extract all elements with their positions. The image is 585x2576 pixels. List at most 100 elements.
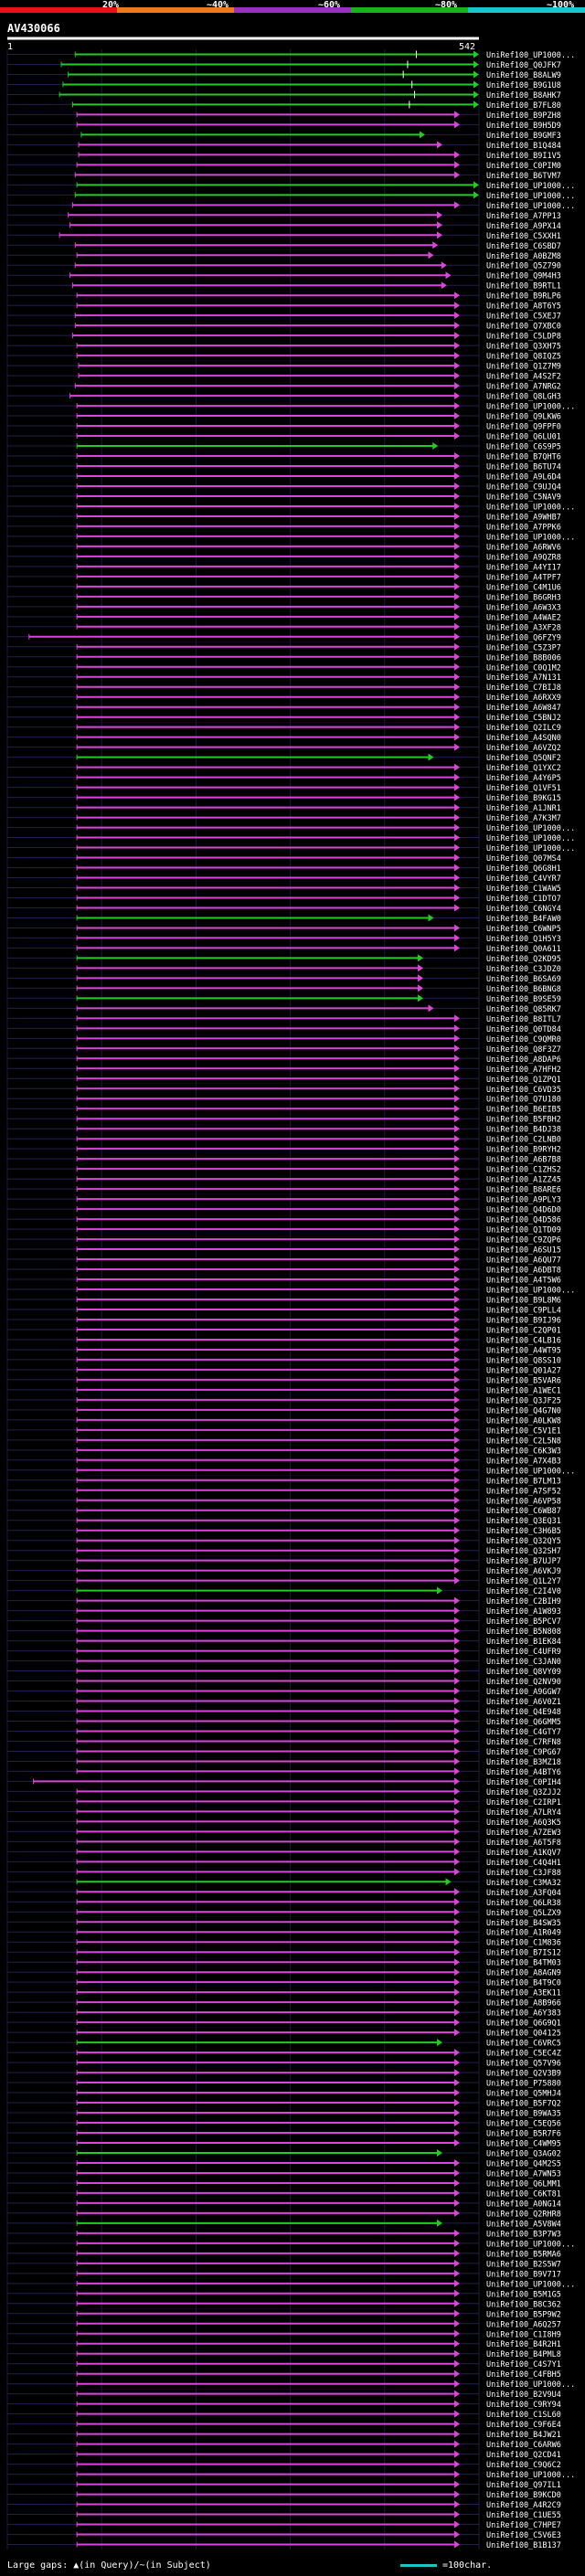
- hit-id-label[interactable]: UniRef100_A6SU15: [486, 1246, 561, 1256]
- hit-row[interactable]: UniRef100_A7PPK6: [7, 522, 561, 533]
- hit-id-label[interactable]: UniRef100_Q5Z790: [486, 262, 561, 271]
- hit-id-label[interactable]: UniRef100_C1M836: [486, 1939, 561, 1948]
- hit-row[interactable]: UniRef100_Q6GMM5: [7, 1717, 561, 1727]
- hit-row[interactable]: UniRef100_B3P7W3: [7, 2229, 561, 2240]
- hit-row[interactable]: UniRef100_Q97IL1: [7, 2480, 561, 2491]
- hit-id-label[interactable]: UniRef100_C7HPE7: [486, 2521, 561, 2530]
- hit-id-label[interactable]: UniRef100_Q1TD09: [486, 1226, 561, 1235]
- hit-id-label[interactable]: UniRef100_B9PZH8: [486, 111, 561, 121]
- hit-row[interactable]: UniRef100_A9L6D4: [7, 472, 561, 482]
- hit-row[interactable]: UniRef100_C4FBH5: [7, 2369, 561, 2380]
- hit-id-label[interactable]: UniRef100_C5BNJ2: [486, 714, 561, 723]
- hit-row[interactable]: UniRef100_UP1000...: [7, 1286, 575, 1296]
- hit-id-label[interactable]: UniRef100_B7LM13: [486, 1477, 561, 1486]
- hit-row[interactable]: UniRef100_UP1000...: [7, 532, 575, 543]
- hit-row[interactable]: UniRef100_C3JF88: [7, 1868, 561, 1878]
- hit-id-label[interactable]: UniRef100_C6VRC5: [486, 2040, 561, 2049]
- hit-id-label[interactable]: UniRef100_A1JNR1: [486, 804, 561, 813]
- hit-row[interactable]: UniRef100_C5EQ56: [7, 2119, 561, 2129]
- hit-row[interactable]: UniRef100_Q0TD84: [7, 1024, 561, 1034]
- hit-row[interactable]: UniRef100_A6W3X3: [7, 602, 561, 613]
- hit-row[interactable]: UniRef100_C2QP01: [7, 1325, 561, 1336]
- hit-row[interactable]: UniRef100_B4PML8: [7, 2349, 561, 2360]
- hit-row[interactable]: UniRef100_Q6LU01: [7, 432, 561, 442]
- hit-row[interactable]: UniRef100_B7QHT6: [7, 452, 561, 462]
- hit-row[interactable]: UniRef100_A6V0Z1: [7, 1697, 561, 1708]
- hit-id-label[interactable]: UniRef100_Q3EQ31: [486, 1517, 561, 1526]
- hit-row[interactable]: UniRef100_C0Q1M2: [7, 663, 561, 673]
- hit-id-label[interactable]: UniRef100_B5PCV7: [486, 1617, 561, 1627]
- hit-row[interactable]: UniRef100_C1SL60: [7, 2410, 561, 2421]
- hit-id-label[interactable]: UniRef100_Q0TD84: [486, 1025, 561, 1034]
- hit-id-label[interactable]: UniRef100_Q6G8H1: [486, 864, 561, 874]
- hit-row[interactable]: UniRef100_C1DTO7: [7, 894, 561, 904]
- hit-row[interactable]: UniRef100_B1Q484: [7, 141, 561, 151]
- hit-id-label[interactable]: UniRef100_B5M1G5: [486, 2290, 561, 2299]
- hit-id-label[interactable]: UniRef100_B9WA35: [486, 2110, 561, 2119]
- hit-row[interactable]: UniRef100_B9H5D9: [7, 121, 561, 131]
- hit-id-label[interactable]: UniRef100_Q2RHR8: [486, 2210, 561, 2219]
- hit-id-label[interactable]: UniRef100_Q4D586: [486, 1216, 561, 1225]
- hit-id-label[interactable]: UniRef100_C9F6E4: [486, 2421, 561, 2430]
- hit-id-label[interactable]: UniRef100_C2LNB0: [486, 1136, 561, 1145]
- hit-id-label[interactable]: UniRef100_B4PML8: [486, 2350, 561, 2359]
- hit-id-label[interactable]: UniRef100_A4BTY6: [486, 1768, 561, 1777]
- hit-id-label[interactable]: UniRef100_Q7U180: [486, 1096, 561, 1105]
- hit-row[interactable]: UniRef100_UP1000...: [7, 2279, 575, 2290]
- hit-row[interactable]: UniRef100_A0NG14: [7, 2199, 561, 2210]
- hit-id-label[interactable]: UniRef100_C7RFN8: [486, 1738, 561, 1747]
- hit-row[interactable]: UniRef100_B2V9U4: [7, 2390, 561, 2401]
- hit-row[interactable]: UniRef100_Q4M2S5: [7, 2158, 561, 2169]
- hit-row[interactable]: UniRef100_Q1TD09: [7, 1225, 561, 1235]
- hit-row[interactable]: UniRef100_C5EC4Z: [7, 2049, 561, 2059]
- hit-id-label[interactable]: UniRef100_A8B966: [486, 1999, 561, 2009]
- hit-id-label[interactable]: UniRef100_B9G1U8: [486, 81, 561, 90]
- hit-row[interactable]: UniRef100_A1ZZ45: [7, 1175, 561, 1185]
- hit-id-label[interactable]: UniRef100_C6KT81: [486, 2189, 561, 2199]
- hit-id-label[interactable]: UniRef100_UP1000...: [486, 533, 575, 542]
- hit-row[interactable]: UniRef100_B5M1G5: [7, 2289, 561, 2300]
- hit-row[interactable]: UniRef100_Q2V3B9: [7, 2069, 561, 2079]
- hit-row[interactable]: UniRef100_B4TM03: [7, 1958, 561, 1968]
- hit-row[interactable]: UniRef100_C5V6E3: [7, 2530, 561, 2541]
- hit-row[interactable]: UniRef100_B9V717: [7, 2269, 561, 2280]
- hit-row[interactable]: UniRef100_A6VKJ9: [7, 1566, 561, 1577]
- hit-row[interactable]: UniRef100_C9ZQP6: [7, 1235, 561, 1246]
- hit-row[interactable]: UniRef100_A6Q3K5: [7, 1818, 561, 1828]
- hit-id-label[interactable]: UniRef100_UP1000...: [486, 1467, 575, 1476]
- hit-id-label[interactable]: UniRef100_C5NAV9: [486, 493, 561, 502]
- hit-row[interactable]: UniRef100_Q0A611: [7, 944, 561, 954]
- hit-id-label[interactable]: UniRef100_C9PG67: [486, 1748, 561, 1757]
- hit-row[interactable]: UniRef100_A1WEC1: [7, 1385, 561, 1396]
- hit-id-label[interactable]: UniRef100_B5R7F6: [486, 2130, 561, 2139]
- hit-row[interactable]: UniRef100_B6EIB5: [7, 1105, 561, 1115]
- hit-row[interactable]: UniRef100_B9IJ96: [7, 1315, 561, 1326]
- hit-id-label[interactable]: UniRef100_Q8SS10: [486, 1356, 561, 1365]
- hit-id-label[interactable]: UniRef100_C5XEJ7: [486, 313, 561, 322]
- hit-id-label[interactable]: UniRef100_Q6GMM5: [486, 1718, 561, 1727]
- hit-id-label[interactable]: UniRef100_B8C362: [486, 2300, 561, 2309]
- hit-id-label[interactable]: UniRef100_A1W893: [486, 1607, 561, 1617]
- hit-row[interactable]: UniRef100_C9PG67: [7, 1747, 561, 1757]
- hit-row[interactable]: UniRef100_A6Y383: [7, 2009, 561, 2019]
- hit-row[interactable]: UniRef100_Q6FZY9: [7, 632, 561, 643]
- hit-id-label[interactable]: UniRef100_A4S2F2: [486, 373, 561, 382]
- hit-row[interactable]: UniRef100_B9RYH2: [7, 1145, 561, 1155]
- hit-row[interactable]: UniRef100_UP1000...: [7, 2470, 575, 2481]
- hit-id-label[interactable]: UniRef100_UP1000...: [486, 2380, 575, 2390]
- hit-id-label[interactable]: UniRef100_C5LDP8: [486, 333, 561, 342]
- hit-id-label[interactable]: UniRef100_Q0A611: [486, 945, 561, 954]
- hit-row[interactable]: UniRef100_Q32SH7: [7, 1546, 561, 1557]
- hit-row[interactable]: UniRef100_Q2CD41: [7, 2450, 561, 2461]
- hit-row[interactable]: UniRef100_A7LRY4: [7, 1807, 561, 1818]
- hit-row[interactable]: UniRef100_C5XXH1: [7, 231, 561, 241]
- hit-row[interactable]: UniRef100_C6SBD7: [7, 241, 561, 251]
- hit-id-label[interactable]: UniRef100_Q07MS4: [486, 854, 561, 864]
- hit-row[interactable]: UniRef100_B7FL80: [7, 101, 561, 111]
- hit-row[interactable]: UniRef100_Q9M4H3: [7, 271, 561, 281]
- hit-id-label[interactable]: UniRef100_A7N131: [486, 673, 561, 683]
- hit-row[interactable]: UniRef100_B1EK84: [7, 1637, 561, 1648]
- hit-row[interactable]: UniRef100_B9PZH8: [7, 111, 561, 121]
- hit-id-label[interactable]: UniRef100_C6S9P5: [486, 443, 561, 452]
- hit-row[interactable]: UniRef100_C3JAN0: [7, 1657, 561, 1668]
